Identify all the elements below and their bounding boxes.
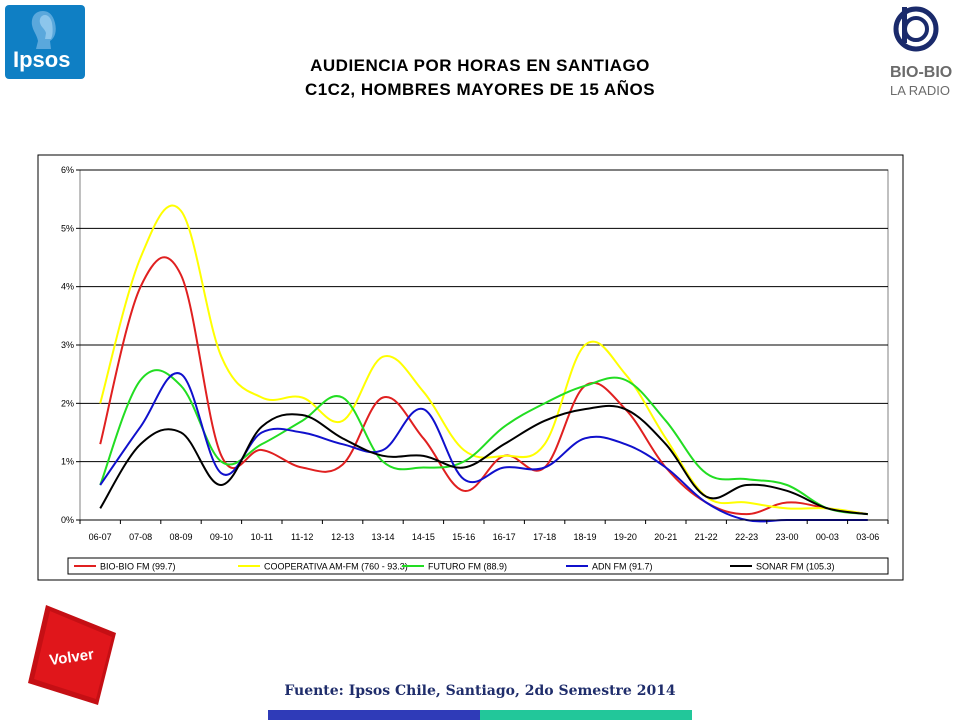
series-line-3 [99, 372, 868, 523]
x-tick-label: 15-16 [452, 532, 475, 542]
x-tick-label: 23-00 [775, 532, 798, 542]
legend-label: COOPERATIVA AM-FM (760 - 93.3) [264, 562, 408, 572]
volver-label: Volver [48, 646, 95, 669]
footer-bar-blue [268, 710, 480, 720]
legend-label: BIO-BIO FM (99.7) [100, 562, 176, 572]
legend-label: SONAR FM (105.3) [756, 562, 835, 572]
x-tick-label: 16-17 [493, 532, 516, 542]
series-line-1 [99, 204, 868, 516]
x-tick-label: 14-15 [412, 532, 435, 542]
chart-title-line1: AUDIENCIA POR HORAS EN SANTIAGO [310, 56, 650, 75]
y-tick-label: 0% [61, 515, 74, 525]
x-tick-label: 00-03 [816, 532, 839, 542]
x-tick-label: 19-20 [614, 532, 637, 542]
ipsos-logo-text: Ipsos [13, 47, 71, 72]
x-tick-label: 11-12 [291, 532, 313, 542]
x-tick-label: 17-18 [533, 532, 556, 542]
y-tick-label: 3% [61, 340, 74, 350]
ipsos-head-icon [31, 11, 56, 49]
legend-box [67, 557, 889, 575]
y-tick-label: 1% [61, 457, 74, 467]
x-tick-label: 18-19 [573, 532, 596, 542]
x-tick-label: 10-11 [251, 532, 273, 542]
volver-button[interactable]: Volver [28, 605, 118, 705]
biobio-logo-sub: LA RADIO [890, 83, 950, 98]
series-line-4 [99, 404, 868, 516]
series-line-2 [99, 369, 868, 516]
footer-bar-green [480, 710, 692, 720]
x-tick-label: 21-22 [695, 532, 718, 542]
biobio-logo: BIO-BIO LA RADIO [880, 5, 960, 105]
chart-title-line2: C1C2, HOMBRES MAYORES DE 15 AÑOS [304, 80, 656, 99]
x-tick-label: 08-09 [169, 532, 192, 542]
ipsos-logo: Ipsos [5, 5, 85, 79]
x-tick-label: 06-07 [89, 532, 112, 542]
x-tick-label: 12-13 [331, 532, 354, 542]
x-tick-label: 13-14 [371, 532, 394, 542]
biobio-radio-icon: BIO-BIO LA RADIO [890, 6, 952, 98]
legend-label: ADN FM (91.7) [592, 562, 653, 572]
series-line-0 [99, 256, 868, 516]
x-tick-label: 03-06 [856, 532, 879, 542]
y-tick-label: 4% [61, 282, 74, 292]
x-tick-label: 07-08 [129, 532, 152, 542]
source-note: Fuente: Ipsos Chile, Santiago, 2do Semes… [284, 683, 676, 699]
x-tick-label: 22-23 [735, 532, 758, 542]
line-chart: 0% 1% 2% 3% 4% 5% 6% 06-07 07-08 08-09 09-10 10-11 1… [37, 154, 904, 581]
volver-arrow-icon: Volver [28, 605, 116, 705]
biobio-logo-text: BIO-BIO [890, 64, 952, 81]
y-tick-label: 2% [61, 398, 74, 408]
x-tick-label: 20-21 [654, 532, 677, 542]
legend-label: FUTURO FM (88.9) [428, 562, 507, 572]
x-tick-label: 09-10 [210, 532, 233, 542]
y-tick-label: 6% [61, 165, 74, 175]
y-tick-label: 5% [61, 223, 74, 233]
